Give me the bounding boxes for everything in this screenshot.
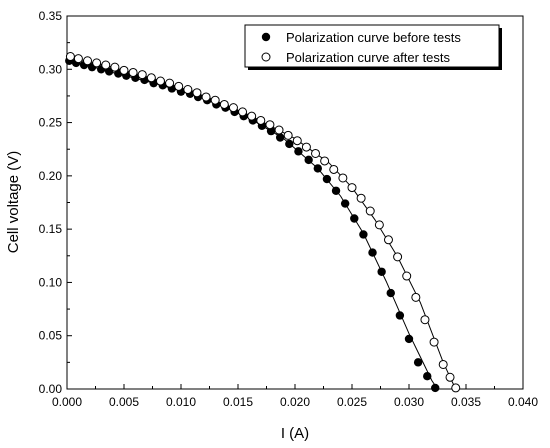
- data-point-after: [283, 130, 293, 140]
- data-point-after: [265, 120, 275, 130]
- x-tick-label: 0.005: [109, 395, 139, 409]
- data-point-before: [413, 358, 423, 367]
- data-point-after: [383, 235, 393, 245]
- legend-label-after: Polarization curve after tests: [286, 50, 451, 65]
- data-point-before: [423, 372, 432, 381]
- data-point-after: [402, 271, 412, 281]
- data-point-after: [338, 173, 348, 183]
- y-tick-label: 0.10: [39, 275, 63, 289]
- data-point-before: [404, 334, 414, 344]
- data-point-after: [128, 67, 138, 77]
- legend: Polarization curve before tests Polariza…: [244, 24, 502, 70]
- data-point-after: [329, 164, 339, 174]
- legend-marker-before: [261, 32, 271, 42]
- data-point-after: [165, 78, 175, 88]
- y-axis-ticks: 0.00 0.05 0.10 0.15 0.20 0.25 0.30 0.35: [39, 9, 72, 396]
- y-tick-label: 0.25: [39, 116, 63, 130]
- data-point-after: [320, 156, 330, 166]
- fit-lines: [66, 56, 457, 390]
- x-axis-ticks: 0.000 0.005 0.010 0.015 0.020 0.025 0.030 0.035…: [52, 384, 538, 409]
- data-point-after: [292, 136, 302, 146]
- fit-line-series-1: [66, 56, 457, 390]
- data-point-after: [65, 52, 75, 61]
- y-tick-label: 0.05: [39, 329, 63, 343]
- data-point-after: [73, 54, 83, 64]
- data-point-after: [451, 383, 461, 393]
- data-point-after: [174, 81, 184, 91]
- data-point-after: [438, 359, 448, 369]
- x-tick-label: 0.035: [451, 395, 481, 409]
- legend-box: [244, 24, 500, 68]
- x-tick-label: 0.030: [394, 395, 424, 409]
- data-markers: [65, 52, 461, 393]
- data-point-before: [275, 133, 285, 142]
- x-tick-label: 0.010: [166, 395, 196, 409]
- data-point-after: [119, 65, 129, 75]
- y-tick-label: 0.15: [39, 222, 63, 236]
- data-point-after: [228, 103, 238, 113]
- data-point-before: [359, 230, 368, 239]
- y-tick-label: 0.20: [39, 169, 63, 183]
- x-tick-label: 0.040: [508, 395, 538, 409]
- y-tick-label: 0.00: [39, 382, 63, 396]
- data-point-after: [247, 111, 257, 121]
- data-point-after: [393, 252, 403, 262]
- data-point-after: [183, 85, 193, 95]
- data-point-after: [445, 372, 455, 382]
- data-point-after: [256, 115, 266, 125]
- x-tick-label: 0.015: [223, 395, 253, 409]
- data-point-after: [347, 183, 357, 193]
- data-point-after: [210, 95, 220, 105]
- data-point-before: [331, 186, 341, 195]
- data-point-after: [92, 58, 102, 68]
- data-point-before: [368, 248, 377, 257]
- data-point-before: [350, 214, 359, 223]
- data-point-after: [137, 70, 147, 80]
- data-point-before: [285, 139, 294, 149]
- data-point-after: [301, 142, 311, 152]
- data-point-before: [395, 311, 405, 320]
- data-point-after: [420, 315, 430, 325]
- data-point-after: [192, 88, 202, 98]
- data-point-after: [110, 62, 120, 72]
- data-point-before: [431, 383, 440, 393]
- data-point-after: [356, 193, 366, 203]
- data-point-after: [374, 220, 384, 230]
- data-point-after: [155, 76, 165, 86]
- data-point-after: [274, 125, 284, 135]
- y-tick-label: 0.35: [39, 9, 63, 23]
- x-tick-label: 0.020: [280, 395, 310, 409]
- x-axis-title: I (A): [281, 425, 309, 442]
- data-point-before: [340, 199, 350, 208]
- data-point-after: [101, 60, 111, 70]
- data-point-after: [146, 73, 156, 83]
- data-point-after: [429, 337, 439, 347]
- data-point-after: [411, 292, 421, 302]
- data-point-before: [304, 155, 313, 165]
- data-point-after: [83, 56, 93, 66]
- data-point-before: [294, 147, 303, 156]
- y-tick-label: 0.30: [39, 62, 63, 76]
- x-tick-label: 0.000: [52, 395, 82, 409]
- data-point-after: [201, 92, 211, 102]
- data-point-before: [313, 164, 322, 173]
- data-point-before: [322, 174, 332, 184]
- data-point-after: [219, 99, 229, 109]
- legend-marker-after: [261, 52, 271, 62]
- data-point-before: [377, 267, 386, 276]
- data-point-after: [238, 107, 248, 117]
- data-point-after: [365, 206, 375, 216]
- data-point-after: [311, 148, 321, 158]
- legend-label-before: Polarization curve before tests: [286, 30, 461, 45]
- data-point-before: [386, 288, 395, 298]
- x-tick-label: 0.025: [337, 395, 367, 409]
- y-axis-title: Cell voltage (V): [5, 151, 22, 254]
